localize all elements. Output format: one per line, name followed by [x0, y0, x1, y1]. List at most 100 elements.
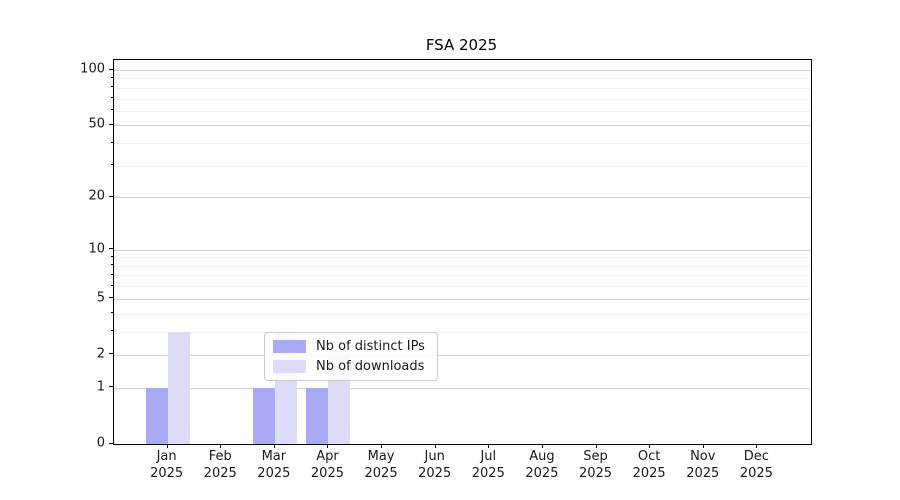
- y-tick-mark-5: [109, 297, 113, 299]
- y-tick-label-1: 1: [96, 379, 105, 395]
- y-tick-label-0: 0: [96, 435, 105, 451]
- x-tick-month: Jul: [480, 449, 497, 464]
- x-tick-mark-8: [595, 444, 597, 448]
- x-tick-month: Aug: [529, 449, 555, 464]
- plot-area: [113, 59, 812, 445]
- x-tick-label-3: Apr 2025: [297, 448, 357, 482]
- gridline-minor-3: [114, 331, 811, 333]
- x-tick-mark-2: [273, 444, 275, 448]
- x-tick-month: May: [367, 449, 395, 464]
- y-tick-mark-minor-30: [111, 164, 113, 166]
- x-tick-year: 2025: [310, 466, 344, 481]
- gridline-minor-90: [114, 78, 811, 80]
- x-tick-label-10: Nov 2025: [673, 448, 733, 482]
- x-tick-mark-3: [327, 444, 329, 448]
- x-tick-mark-0: [166, 444, 168, 448]
- y-tick-mark-50: [109, 123, 113, 125]
- x-tick-month: Jun: [424, 449, 445, 464]
- legend-label-0: Nb of distinct IPs: [316, 339, 425, 354]
- x-tick-label-0: Jan 2025: [137, 448, 197, 482]
- x-tick-month: Sep: [583, 449, 608, 464]
- x-tick-label-9: Oct 2025: [619, 448, 679, 482]
- legend-swatch-0: [273, 340, 306, 353]
- x-tick-year: 2025: [418, 466, 452, 481]
- gridline-minor-6: [114, 286, 811, 288]
- x-tick-month: Dec: [743, 449, 769, 464]
- x-tick-label-5: Jun 2025: [405, 448, 465, 482]
- y-tick-label-100: 100: [80, 61, 105, 77]
- gridline-minor-70: [114, 98, 811, 100]
- bar-nb-of-distinct-ips-apr-2025: [306, 387, 329, 444]
- x-tick-year: 2025: [686, 466, 720, 481]
- y-tick-mark-minor-6: [111, 284, 113, 286]
- gridline-major-1: [114, 387, 811, 389]
- y-tick-mark-minor-40: [111, 141, 113, 143]
- y-tick-label-10: 10: [88, 241, 105, 257]
- x-tick-label-4: May 2025: [351, 448, 411, 482]
- gridline-minor-4: [114, 313, 811, 315]
- y-tick-mark-minor-70: [111, 97, 113, 99]
- x-tick-mark-1: [220, 444, 222, 448]
- y-tick-label-2: 2: [96, 346, 105, 362]
- x-tick-mark-7: [541, 444, 543, 448]
- legend-item-1: Nb of downloads: [273, 359, 425, 374]
- x-tick-year: 2025: [257, 466, 291, 481]
- gridline-minor-30: [114, 165, 811, 167]
- y-tick-mark-0: [109, 442, 113, 444]
- gridline-major-2: [114, 354, 811, 356]
- x-tick-year: 2025: [578, 466, 613, 481]
- x-tick-month: Apr: [316, 449, 339, 464]
- x-tick-mark-6: [488, 444, 490, 448]
- legend-label-1: Nb of downloads: [316, 359, 425, 374]
- x-tick-month: Jan: [156, 449, 177, 464]
- x-tick-year: 2025: [364, 466, 398, 481]
- x-tick-mark-5: [434, 444, 436, 448]
- gridline-minor-60: [114, 110, 811, 112]
- y-tick-mark-2: [109, 353, 113, 355]
- x-tick-label-7: Aug 2025: [512, 448, 572, 482]
- gridline-major-5: [114, 298, 811, 300]
- x-tick-month: Mar: [261, 449, 287, 464]
- y-tick-mark-100: [109, 68, 113, 70]
- y-tick-mark-minor-3: [111, 330, 113, 332]
- gridline-major-50: [114, 125, 811, 127]
- y-tick-mark-minor-7: [111, 273, 113, 275]
- x-tick-label-1: Feb 2025: [190, 448, 250, 482]
- gridline-minor-9: [114, 257, 811, 259]
- gridline-major-100: [114, 70, 811, 72]
- gridline-minor-80: [114, 87, 811, 89]
- legend-item-0: Nb of distinct IPs: [273, 339, 425, 354]
- y-tick-label-5: 5: [96, 290, 105, 306]
- y-tick-mark-minor-90: [111, 76, 113, 78]
- x-tick-label-11: Dec 2025: [726, 448, 786, 482]
- y-tick-mark-minor-80: [111, 86, 113, 88]
- x-tick-mark-9: [649, 444, 651, 448]
- y-tick-mark-20: [109, 195, 113, 197]
- x-tick-month: Nov: [690, 449, 716, 464]
- legend-swatch-1: [273, 360, 306, 373]
- x-tick-year: 2025: [150, 466, 184, 481]
- y-tick-label-20: 20: [88, 188, 105, 204]
- bar-nb-of-distinct-ips-mar-2025: [252, 387, 275, 444]
- y-tick-mark-minor-9: [111, 255, 113, 257]
- gridline-major-20: [114, 197, 811, 199]
- x-tick-label-6: Jul 2025: [458, 448, 518, 482]
- gridline-minor-7: [114, 275, 811, 277]
- y-tick-mark-1: [109, 386, 113, 388]
- legend: Nb of distinct IPs Nb of downloads: [264, 332, 438, 381]
- x-tick-label-8: Sep 2025: [566, 448, 626, 482]
- y-tick-mark-minor-60: [111, 109, 113, 111]
- x-tick-month: Feb: [208, 449, 232, 464]
- gridline-minor-40: [114, 143, 811, 145]
- x-tick-mark-11: [756, 444, 758, 448]
- y-tick-label-50: 50: [88, 116, 105, 132]
- y-tick-mark-minor-8: [111, 264, 113, 266]
- y-tick-mark-minor-4: [111, 312, 113, 314]
- gridline-minor-8: [114, 265, 811, 267]
- x-tick-year: 2025: [471, 466, 505, 481]
- x-tick-label-2: Mar 2025: [244, 448, 304, 482]
- chart-title: FSA 2025: [425, 36, 498, 54]
- x-tick-mark-4: [381, 444, 383, 448]
- x-tick-year: 2025: [739, 466, 773, 481]
- gridline-major-10: [114, 249, 811, 251]
